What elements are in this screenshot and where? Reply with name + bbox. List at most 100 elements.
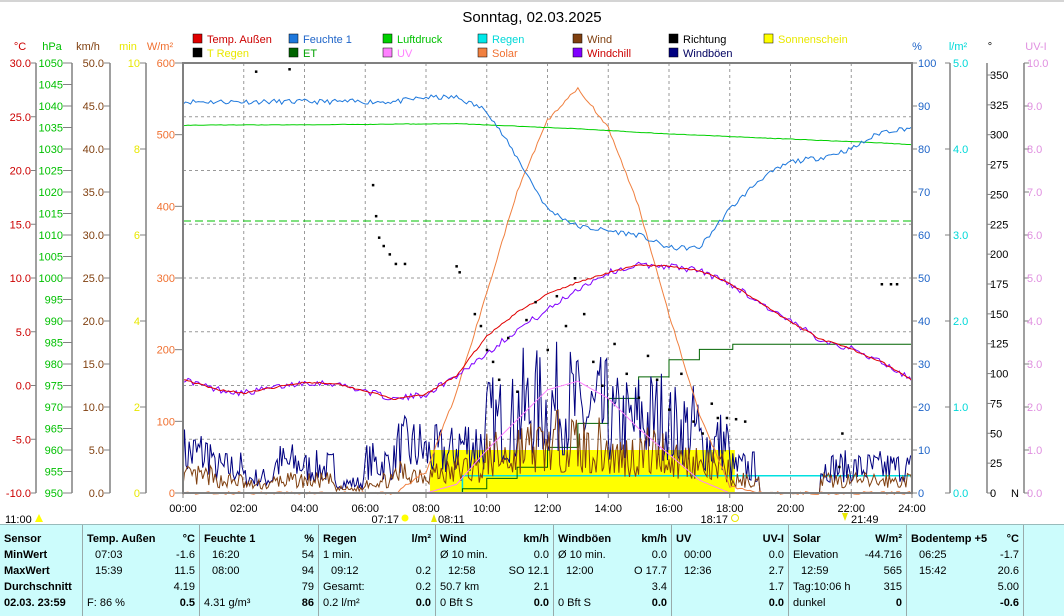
et-line	[183, 343, 912, 494]
table-row: Tag:10:06 h 315	[793, 579, 902, 595]
table-row: 0.2 l/m² 0.0	[323, 595, 431, 611]
cell-right: 0.0	[768, 597, 784, 609]
x-tick-label: 04:00	[291, 503, 319, 515]
direction-point	[546, 348, 549, 352]
direction-point	[743, 420, 747, 423]
sunrise-time: 07:17	[371, 514, 399, 524]
moonrise-icon	[431, 514, 437, 522]
cell-left: 09:12	[331, 565, 359, 577]
cell-right: °C	[1006, 533, 1019, 545]
x-tick-label: 14:00	[594, 503, 622, 515]
pressure-axis-tick-label: 950	[45, 488, 63, 500]
cell-left: 50.7 km	[440, 581, 480, 593]
direction-point	[516, 390, 519, 393]
direction-point	[582, 312, 586, 316]
direction-point	[889, 283, 893, 286]
cell-right: 11.5	[174, 565, 195, 577]
wind-axis-tick-label: 15.0	[83, 359, 104, 371]
cell-left: 16:20	[212, 549, 240, 561]
direction-axis-tick-label: 100	[990, 369, 1008, 381]
legend-swatch	[477, 33, 488, 44]
cell-left: Durchschnitt	[4, 581, 72, 593]
legend: Temp. Außen Feuchte 1 Luftdruck Regen Wind Ri…	[192, 33, 848, 60]
cell-right: 20.6	[997, 565, 1019, 577]
pressure-axis-tick-label: 1030	[39, 144, 63, 156]
pressure-axis-unit: hPa	[42, 41, 62, 53]
rain-axis-unit: l/m²	[949, 41, 968, 53]
cell-left: Temp. Außen	[87, 533, 156, 545]
pressure-axis-tick-label: 1010	[39, 230, 63, 242]
direction-point	[394, 262, 398, 266]
cell-left: 0 Bft S	[440, 597, 474, 609]
legend-label: Temp. Außen	[207, 34, 272, 46]
cell-left: MinWert	[4, 549, 48, 561]
table-row: F: 86 % 0.5	[87, 595, 195, 611]
cell-right: 5.00	[997, 581, 1019, 593]
direction-point	[680, 372, 683, 376]
legend-swatch	[382, 47, 393, 58]
cell-left: Windböen	[558, 533, 612, 545]
table-column: Solar W/m² Elevation -44.716 12:59 565 Tag:10:…	[789, 525, 907, 616]
stats-table: Sensor MinWert MaxWert Durchschnitt 02.03. 2…	[0, 524, 1064, 616]
direction-point	[377, 236, 381, 239]
cell-right: °C	[182, 533, 195, 545]
direction-point	[388, 253, 392, 256]
solar-axis-unit: W/m²	[147, 41, 174, 53]
table-row: 06:25 -1.7	[911, 547, 1019, 563]
wind-axis-tick-label: 40.0	[83, 144, 104, 156]
table-row: 02.03. 23:59	[4, 595, 78, 611]
x-tick-label: 00:00	[169, 503, 197, 515]
x-tick-label: 08:00	[412, 503, 440, 515]
table-row: Regen l/m²	[323, 531, 431, 547]
rain-axis-tick-label: 4.0	[953, 144, 968, 156]
legend-swatch	[668, 33, 679, 44]
axes: °C30.025.020.015.010.05.00.0-5.0-10.0hPa…	[6, 41, 1049, 500]
cell-right: 0.0	[651, 597, 667, 609]
temp-axis-tick-label: -10.0	[6, 488, 31, 500]
cell-right: 94	[301, 565, 314, 577]
solar-axis-tick-label: 600	[157, 58, 175, 70]
cell-left: 12:00	[566, 565, 594, 577]
cell-right: -1.7	[1000, 549, 1019, 561]
legend-label: Sonnenschein	[778, 34, 848, 46]
cell-right: 0.0	[768, 549, 784, 561]
temp-axis-unit: °C	[14, 41, 26, 53]
table-row: MinWert	[4, 547, 78, 563]
direction-point	[473, 312, 477, 316]
direction-point	[716, 416, 720, 420]
cell-right: -0.6	[1000, 597, 1019, 609]
direction-point	[458, 271, 461, 274]
legend-swatch	[288, 33, 299, 44]
table-row: 12:58 SO 12.1	[440, 563, 549, 579]
table-row: Temp. Außen °C	[87, 531, 195, 547]
cell-left: 12:58	[448, 565, 476, 577]
solar-axis-tick-label: 400	[157, 201, 175, 213]
table-row: 3.4	[558, 579, 667, 595]
cell-right: 0.2	[415, 581, 431, 593]
table-row: 1.7	[676, 579, 784, 595]
legend-label: Feuchte 1	[303, 34, 352, 46]
direction-point	[701, 432, 704, 435]
cell-left: 00:00	[684, 549, 712, 561]
direction-point	[403, 262, 407, 266]
table-row: -0.6	[911, 595, 1019, 611]
x-tick-label: 12:00	[534, 503, 562, 515]
cell-left: 12:36	[684, 565, 712, 577]
x-tick-label: 02:00	[230, 503, 258, 515]
sunshine-axis-tick-label: 6	[134, 230, 140, 242]
direction-axis-tick-label: 250	[990, 189, 1008, 201]
sunshine-axis-tick-label: 2	[134, 402, 140, 414]
pressure-axis-tick-label: 1025	[39, 166, 63, 178]
x-tick-label: 22:00	[837, 503, 865, 515]
table-row: 0.0	[676, 595, 784, 611]
uv-axis-tick-label: 4.0	[1027, 316, 1042, 328]
rain-axis-tick-label: 5.0	[953, 58, 968, 70]
direction-point	[371, 183, 375, 187]
direction-axis-tick-label: 175	[990, 279, 1008, 291]
direction-point	[485, 348, 489, 352]
cell-left: 0 Bft S	[558, 597, 592, 609]
wind-axis-tick-label: 45.0	[83, 101, 104, 113]
humidity-axis-tick-label: 90	[918, 101, 930, 113]
temp-axis-tick-label: 10.0	[10, 273, 31, 285]
cell-right: SO 12.1	[508, 565, 549, 577]
